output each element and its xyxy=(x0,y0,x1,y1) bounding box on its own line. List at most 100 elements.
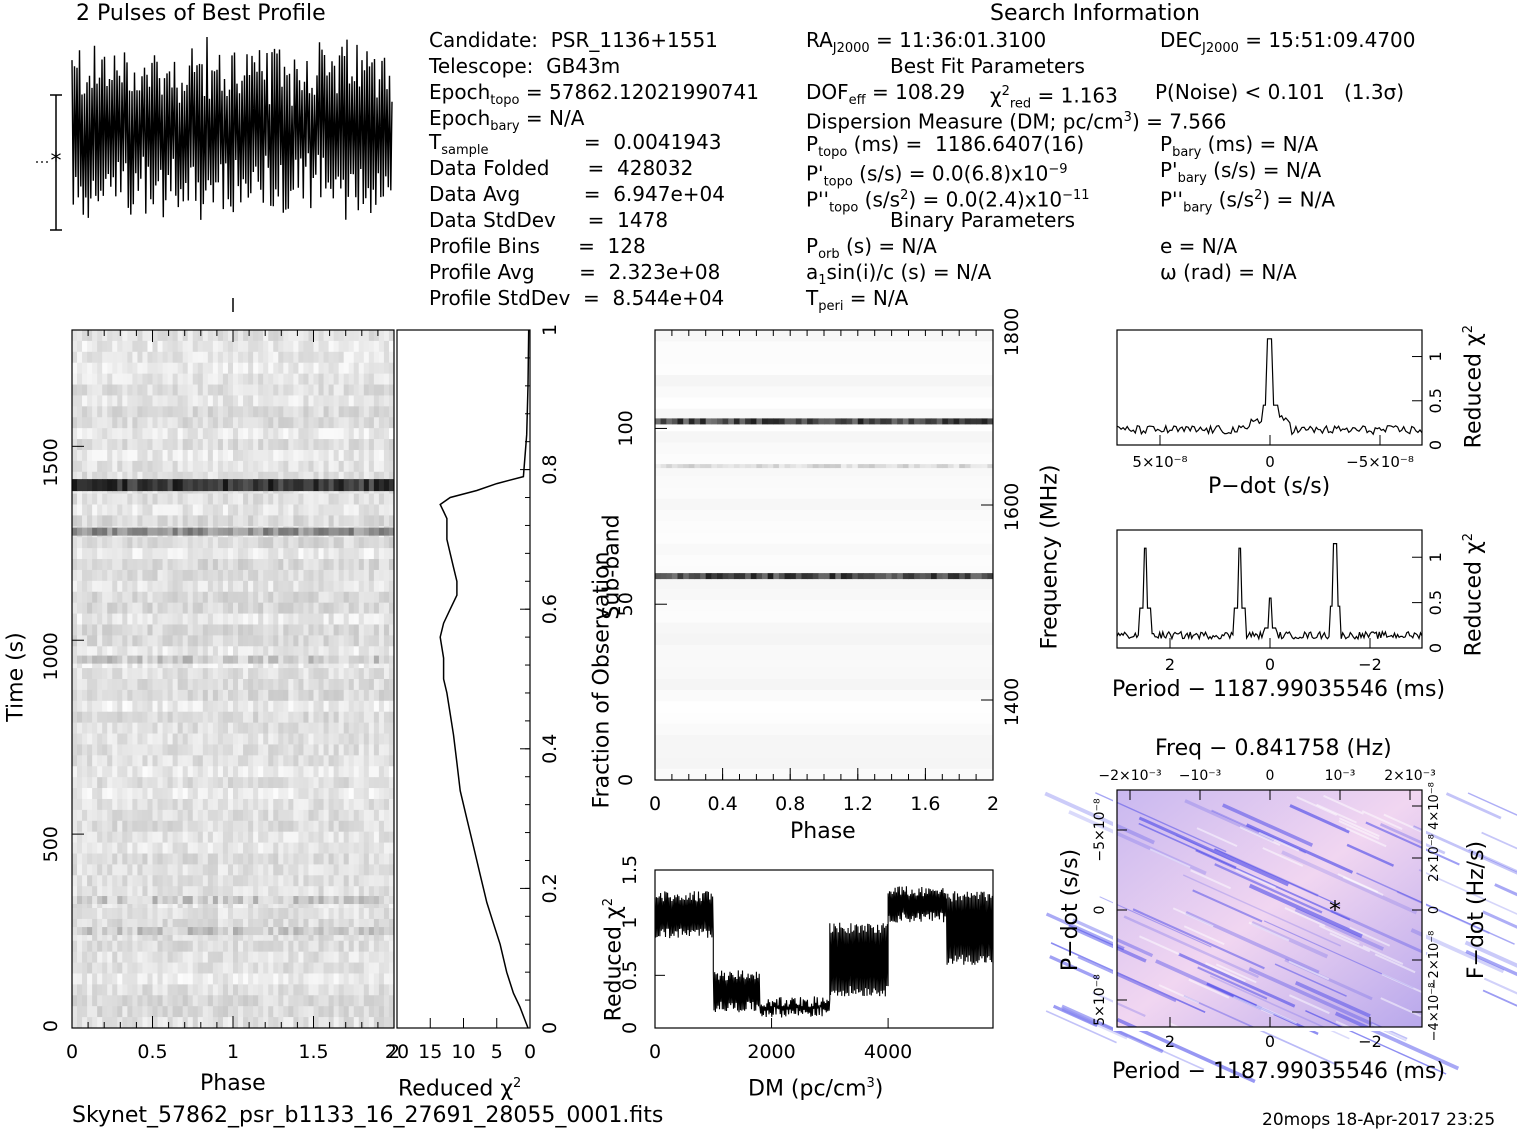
heat-band-cell xyxy=(268,655,274,664)
heat-cell xyxy=(343,853,350,865)
heat-band-cell xyxy=(182,896,189,905)
heat-cell xyxy=(142,995,148,1007)
heat-cell xyxy=(308,766,314,778)
heat-cell xyxy=(82,853,88,865)
heat-cell xyxy=(268,373,274,386)
heat-cell xyxy=(222,733,229,745)
heat-cell xyxy=(182,755,189,767)
heat-cell xyxy=(243,722,249,735)
heat-cell xyxy=(147,602,153,615)
heat-cell xyxy=(383,820,390,833)
heat-cell xyxy=(182,548,189,560)
info-pbary: Pbary (ms) = N/A xyxy=(1160,132,1319,160)
heat-cell xyxy=(278,864,284,876)
heat-cell xyxy=(187,679,194,691)
heat-cell xyxy=(152,373,159,386)
heat-cell xyxy=(383,559,390,571)
heat-cell xyxy=(92,733,98,745)
heat-cell xyxy=(278,384,284,396)
heat-cell xyxy=(233,689,239,702)
heat-cell xyxy=(192,395,199,407)
heat-cell xyxy=(202,864,209,876)
heat-cell xyxy=(77,646,83,658)
heat-cell xyxy=(338,548,345,560)
heat-band-cell xyxy=(137,479,143,492)
heat-cell xyxy=(373,493,380,505)
heat-cell xyxy=(142,962,148,974)
heat-cell xyxy=(383,886,390,898)
heat-cell xyxy=(373,515,380,527)
heat-cell xyxy=(112,340,118,353)
heat-cell xyxy=(293,515,299,527)
heat-band-cell xyxy=(353,527,360,536)
heat-cell xyxy=(172,602,179,615)
subband-noise-row xyxy=(655,498,993,511)
heat-cell xyxy=(313,929,320,942)
heat-cell xyxy=(328,569,335,582)
subband-band-cell xyxy=(790,464,797,469)
x-tick-label: 10 xyxy=(451,1041,475,1063)
heat-band-cell xyxy=(127,479,133,492)
heat-cell xyxy=(338,711,345,724)
heat-cell xyxy=(192,951,199,964)
heat-cell xyxy=(192,428,199,440)
subband-band-cell xyxy=(660,573,667,580)
heat-cell xyxy=(137,755,143,767)
heat-cell xyxy=(378,460,385,473)
heat-cell xyxy=(323,406,330,418)
heat-cell xyxy=(227,831,234,844)
heat-cell xyxy=(107,831,113,844)
x-tick-label: 15 xyxy=(418,1041,442,1063)
heat-cell xyxy=(243,569,249,582)
heat-cell xyxy=(217,471,224,484)
heat-band-cell xyxy=(97,655,103,664)
heat-cell xyxy=(333,809,340,822)
heat-cell xyxy=(187,668,194,680)
heat-band-cell xyxy=(122,527,128,536)
heat-cell xyxy=(82,798,88,811)
heat-cell xyxy=(293,330,299,342)
period-pdot-streak-light xyxy=(1362,945,1404,966)
heat-band-cell xyxy=(348,655,355,664)
subband-noise-row xyxy=(655,656,993,669)
heat-cell xyxy=(263,777,269,789)
period-pdot-streak xyxy=(1246,823,1354,874)
heat-cell xyxy=(132,537,138,549)
heat-cell xyxy=(127,908,133,920)
heat-cell xyxy=(182,733,189,745)
heat-cell xyxy=(127,777,133,789)
heat-cell xyxy=(197,340,204,353)
heat-band-cell xyxy=(288,655,294,664)
heat-cell xyxy=(157,744,164,756)
heat-cell xyxy=(227,722,234,735)
heat-cell xyxy=(132,864,138,876)
heat-cell xyxy=(313,711,320,724)
heat-cell xyxy=(248,591,254,604)
heat-cell xyxy=(363,733,370,745)
heat-cell xyxy=(308,417,314,429)
fraction-chi2-plot: 20 15 10 5 000.20.40.60.81 xyxy=(385,324,561,1063)
heat-cell xyxy=(253,395,259,407)
heat-cell xyxy=(268,471,274,484)
heat-cell xyxy=(238,602,244,615)
heat-cell xyxy=(182,864,189,876)
heat-cell xyxy=(308,559,314,571)
heat-cell xyxy=(142,504,148,516)
heat-cell xyxy=(243,929,249,942)
heat-cell xyxy=(388,591,395,604)
heat-cell xyxy=(358,351,365,364)
heat-cell xyxy=(212,842,219,854)
heat-cell xyxy=(278,580,284,593)
heat-cell xyxy=(358,995,365,1007)
heat-cell xyxy=(197,777,204,789)
heat-cell xyxy=(97,973,103,985)
heat-cell xyxy=(288,820,294,833)
heat-cell xyxy=(263,449,269,462)
heat-cell xyxy=(323,613,330,625)
heat-cell xyxy=(263,940,269,953)
heat-band-cell xyxy=(243,479,249,492)
heat-cell xyxy=(142,722,148,735)
heat-cell xyxy=(107,722,113,735)
heat-cell xyxy=(127,722,133,735)
heat-cell xyxy=(273,504,279,516)
